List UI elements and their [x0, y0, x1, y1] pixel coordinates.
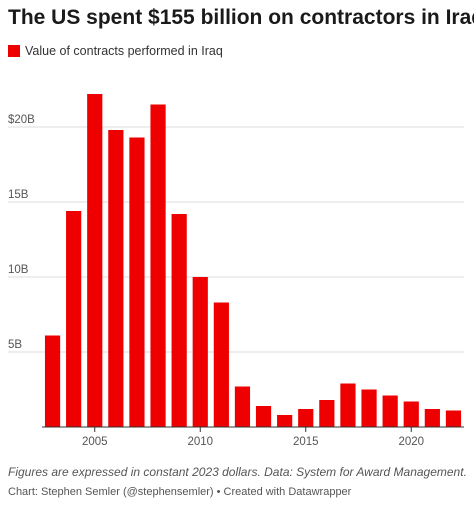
bar: [66, 211, 82, 427]
legend-label: Value of contracts performed in Iraq: [25, 44, 223, 58]
bar: [298, 409, 314, 427]
bar: [87, 94, 103, 427]
x-tick-label: 2020: [398, 436, 424, 448]
bar: [382, 395, 398, 427]
x-tick-label: 2005: [82, 436, 108, 448]
legend: Value of contracts performed in Iraq: [8, 44, 223, 58]
bar: [340, 383, 356, 427]
legend-swatch: [8, 45, 20, 57]
x-tick-label: 2010: [187, 436, 213, 448]
chart-title: The US spent $155 billion on contractors…: [8, 6, 474, 29]
chart-notes: Figures are expressed in constant 2023 d…: [8, 465, 467, 479]
bar: [424, 409, 440, 427]
y-tick-label: $20B: [8, 114, 35, 126]
chart-credit: Chart: Stephen Semler (@stephensemler) •…: [8, 486, 352, 498]
bar: [255, 406, 272, 427]
bars: [44, 94, 462, 427]
y-tick-label: 15B: [8, 189, 29, 201]
bar: [319, 400, 335, 427]
bar: [129, 137, 145, 427]
bar: [108, 130, 124, 427]
bar: [44, 335, 61, 427]
bar: [445, 410, 462, 427]
bar: [234, 386, 251, 427]
y-tick-label: 10B: [8, 264, 29, 276]
y-tick-label: 5B: [8, 339, 22, 351]
bar: [171, 214, 187, 427]
bar: [277, 415, 293, 427]
bar: [361, 389, 377, 427]
x-tick-label: 2015: [293, 436, 319, 448]
bar: [403, 401, 419, 427]
bar: [150, 104, 166, 427]
bar: [213, 302, 229, 427]
axes: 5B 10B 15B $20B 2005 2010 2015 2020: [8, 114, 464, 448]
bar: [192, 277, 208, 427]
gridlines: [8, 126, 464, 353]
